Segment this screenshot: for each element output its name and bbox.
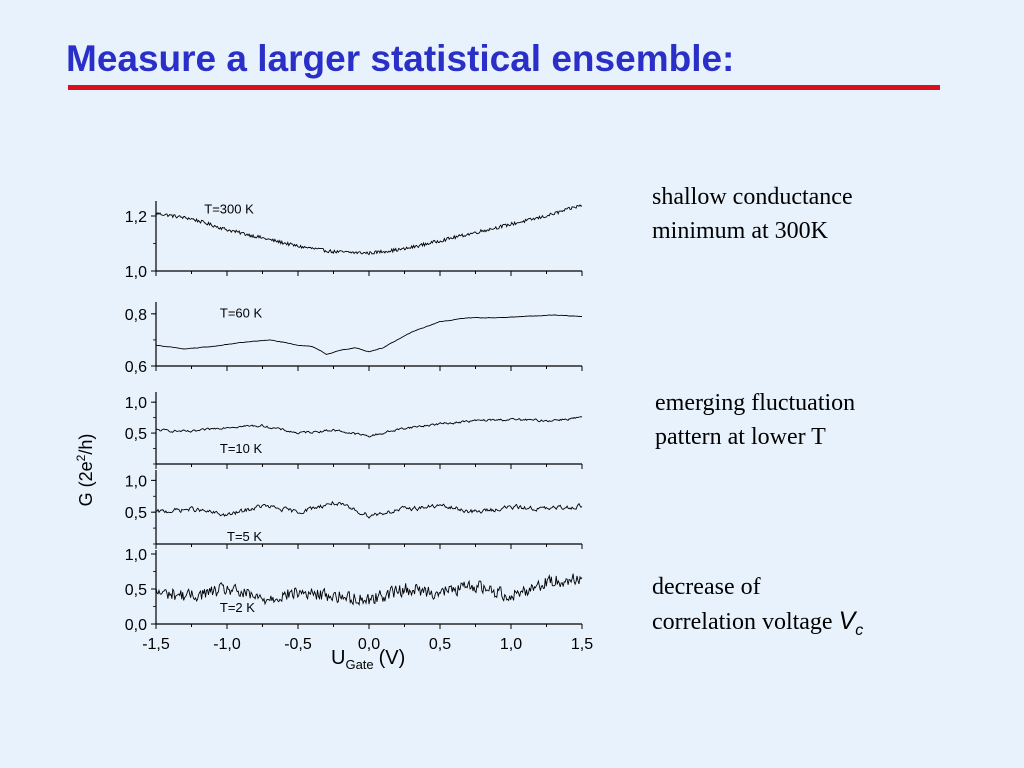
annotation-vc-text: correlation voltage <box>652 609 833 635</box>
annotation-low-t: emerging fluctuation pattern at lower T <box>655 386 855 454</box>
vc-symbol: Vc <box>838 607 864 639</box>
x-tick-label: -1,0 <box>213 636 241 653</box>
y-tick-label: 1,0 <box>125 547 147 564</box>
x-tick-label: 0,5 <box>429 636 451 653</box>
slide-title: Measure a larger statistical ensemble: <box>66 38 735 79</box>
x-tick-label: 0,0 <box>358 636 380 653</box>
annotation-300k-line1: shallow conductance <box>652 184 853 210</box>
series-trace-1 <box>155 204 583 256</box>
title-underline <box>68 85 940 90</box>
annotation-vc: decrease of correlation voltage Vc <box>652 570 863 648</box>
y-tick-label: 0,8 <box>125 307 147 324</box>
series-trace-4 <box>155 500 583 519</box>
series-trace-5 <box>155 573 583 607</box>
panel-3: 0,5 1,0 T=10 K <box>125 392 583 469</box>
y-tick-label: 1,0 <box>125 264 147 281</box>
annotation-300k-line2: minimum at 300K <box>652 218 828 244</box>
x-tick-label: 1,0 <box>500 636 522 653</box>
series-label: T=5 K <box>227 529 262 544</box>
panel-2: 0,6 0,8 T=60 K <box>125 302 583 376</box>
series-label: T=300 K <box>204 201 254 216</box>
y-tick-label: 0,6 <box>125 359 147 376</box>
y-tick-label: 1,0 <box>125 473 147 490</box>
x-tick-label: 1,5 <box>571 636 593 653</box>
y-axis-title: G (2e2/h) <box>74 434 96 507</box>
annotation-low-t-line2: pattern at lower T <box>655 424 826 450</box>
series-trace-3 <box>155 416 583 438</box>
x-tick-label: -1,5 <box>142 636 170 653</box>
annotation-300k: shallow conductance minimum at 300K <box>652 180 853 248</box>
series-label: T=60 K <box>220 306 263 321</box>
series-label: T=10 K <box>220 441 263 456</box>
y-tick-label: 0,5 <box>125 582 147 599</box>
annotation-low-t-line1: emerging fluctuation <box>655 390 856 416</box>
y-tick-label: 0,0 <box>125 617 147 634</box>
panel-5: 0,0 0,5 1,0 T=2 K <box>125 547 583 634</box>
x-tick-label: -0,5 <box>284 636 312 653</box>
y-tick-label: 1,2 <box>125 209 147 226</box>
y-tick-label: 0,5 <box>125 426 147 443</box>
annotation-vc-line2: correlation voltage Vc <box>652 604 863 648</box>
annotation-vc-line1: decrease of <box>652 574 761 600</box>
series-label: T=2 K <box>220 600 255 615</box>
y-tick-label: 0,5 <box>125 505 147 522</box>
y-tick-label: 1,0 <box>125 395 147 412</box>
series-trace-2 <box>155 314 583 356</box>
panel-1: 1,0 1,2 T=300 K <box>125 201 583 281</box>
panel-4: 0,5 1,0 T=5 K <box>125 470 583 549</box>
x-axis-title: UGate (V) <box>331 647 405 672</box>
